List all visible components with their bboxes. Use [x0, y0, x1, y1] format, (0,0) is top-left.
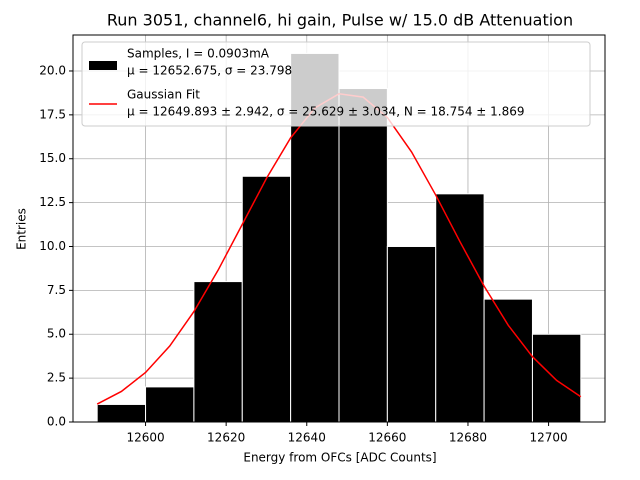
legend-label: μ = 12649.893 ± 2.942, σ = 25.629 ± 3.03… [127, 105, 525, 119]
histogram-bar [241, 175, 292, 423]
y-tick-label: 7.5 [47, 283, 66, 297]
histogram-bar [145, 386, 195, 423]
histogram-bar [96, 403, 147, 423]
y-tick-label: 12.5 [39, 195, 66, 209]
x-axis-label: Energy from OFCs [ADC Counts] [243, 451, 436, 465]
histogram-bar [531, 333, 582, 423]
x-tick-label: 12640 [288, 431, 326, 445]
ticks: 12600 12620 12640 12660 12680 12700 0.0 2.5 5.0 7… [39, 63, 567, 444]
y-tick-label: 0.0 [47, 415, 66, 429]
legend-box [81, 41, 591, 127]
y-tick-label: 5.0 [47, 327, 66, 341]
y-tick-label: 20.0 [39, 63, 66, 77]
histogram-bar [483, 298, 533, 423]
legend-label: Gaussian Fit [127, 88, 200, 102]
legend-label: Samples, I = 0.0903mA [127, 47, 270, 61]
y-axis-label: Entries [15, 208, 29, 250]
plot-area [96, 52, 582, 423]
y-tick-label: 10.0 [39, 239, 66, 253]
histogram-bar [338, 88, 388, 423]
y-tick-label: 2.5 [47, 371, 66, 385]
chart-title: Run 3051, channel6, hi gain, Pulse w/ 15… [107, 11, 573, 30]
legend: Samples, I = 0.0903mA μ = 12652.675, σ =… [81, 41, 591, 127]
x-tick-label: 12700 [529, 431, 567, 445]
legend-label: μ = 12652.675, σ = 23.798 [127, 64, 292, 78]
histogram-bar [435, 193, 485, 423]
histogram-bar [193, 281, 243, 423]
x-tick-label: 12680 [449, 431, 487, 445]
x-tick-label: 12660 [368, 431, 406, 445]
y-tick-label: 17.5 [39, 107, 66, 121]
x-tick-label: 12600 [126, 431, 164, 445]
y-tick-label: 15.0 [39, 151, 66, 165]
axes-frame [72, 34, 606, 423]
histogram-bar [386, 245, 437, 423]
legend-swatch [89, 61, 117, 70]
x-tick-label: 12620 [207, 431, 245, 445]
